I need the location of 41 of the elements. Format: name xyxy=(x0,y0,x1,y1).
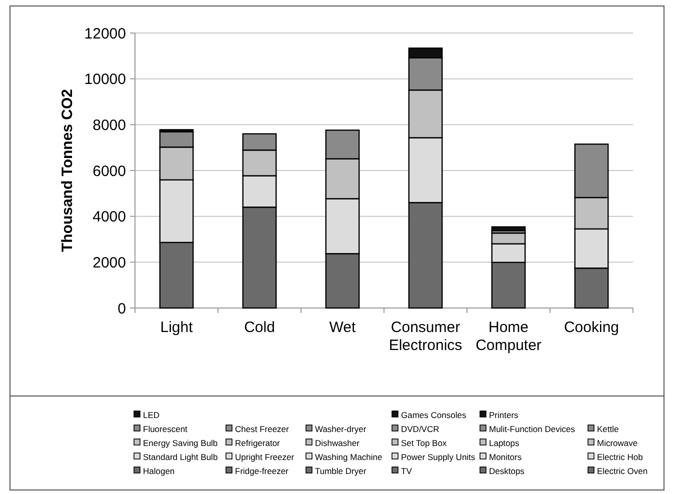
y-tick-label: 4000 xyxy=(92,208,126,226)
legend-label: Refrigerator xyxy=(235,438,280,448)
legend-label: Washing Machine xyxy=(315,452,383,462)
legend-label: Halogen xyxy=(143,466,175,476)
legend-label: Electric Hob xyxy=(597,452,644,462)
legend-label: TV xyxy=(401,466,412,476)
y-tick-label: 2000 xyxy=(92,254,126,272)
y-axis-title: Thousand Tonnes CO2 xyxy=(59,88,76,252)
legend-label: Laptops xyxy=(489,438,520,448)
x-tick-label: Cold xyxy=(244,319,275,336)
y-tick-label: 8000 xyxy=(92,116,126,134)
y-tick-label: 10000 xyxy=(84,71,126,88)
x-tick-label: Light xyxy=(160,319,194,336)
legend-label: DVD/VCR xyxy=(401,424,440,434)
legend-label: Energy Saving Bulb xyxy=(143,438,218,448)
legend-label: Chest Freezer xyxy=(235,424,290,434)
legend-label: Microwave xyxy=(597,438,638,448)
legend-label: Set Top Box xyxy=(401,438,448,448)
legend-label: Desktops xyxy=(489,466,524,476)
legend-label: Upright Freezer xyxy=(235,452,294,462)
y-tick-label: 12000 xyxy=(84,25,126,42)
legend-label: Fridge-freezer xyxy=(235,466,289,476)
legend-label: LED xyxy=(143,410,160,420)
legend-label: Standard Light Bulb xyxy=(143,452,218,462)
legend-label: Kettle xyxy=(597,424,620,434)
legend-label: Electric Oven xyxy=(597,466,648,476)
legend-label: Tumble Dryer xyxy=(315,466,366,476)
x-tick-label: Consumer Electronics xyxy=(388,319,462,354)
legend-label: Games Consoles xyxy=(401,410,466,420)
legend-label: Power Supply Units xyxy=(401,452,476,462)
x-tick-label: Wet xyxy=(329,319,357,336)
y-tick-label: 0 xyxy=(118,300,126,318)
legend-label: Fluorescent xyxy=(143,424,188,434)
legend-label: Dishwasher xyxy=(315,438,360,448)
x-tick-label: Home Computer xyxy=(476,319,542,354)
x-tick-label: Cooking xyxy=(564,319,620,336)
legend-label: Mulit-Function Devices xyxy=(489,424,575,434)
legend-label: Monitors xyxy=(489,452,522,462)
legend-label: Washer-dryer xyxy=(315,424,366,434)
legend-label: Printers xyxy=(489,410,518,420)
y-tick-label: 6000 xyxy=(92,162,126,180)
